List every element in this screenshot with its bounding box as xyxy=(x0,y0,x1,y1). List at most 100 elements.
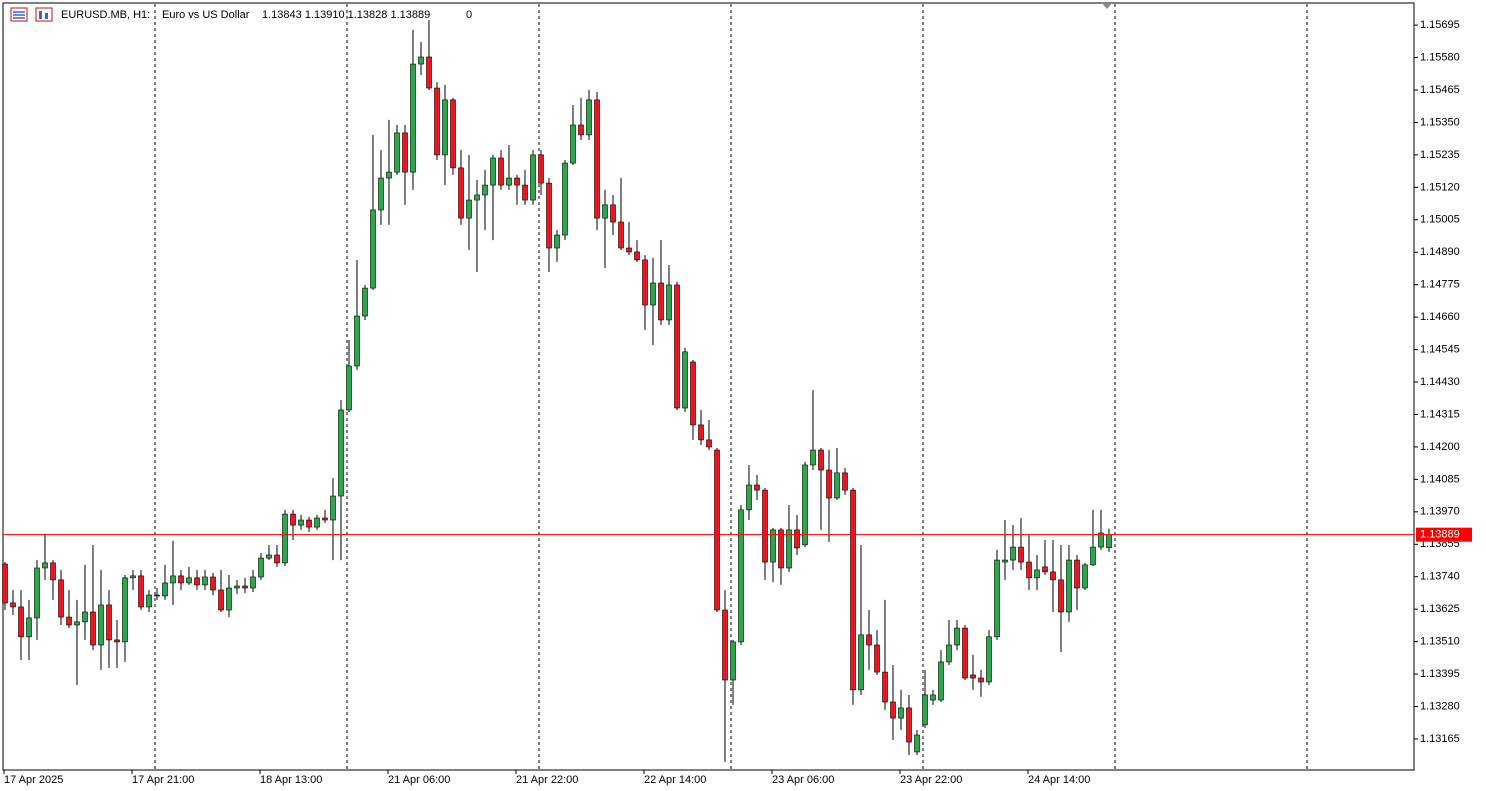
candle-body xyxy=(130,575,136,579)
candle-body xyxy=(954,627,960,646)
candle-body xyxy=(282,513,288,564)
x-tick-label: 24 Apr 14:00 xyxy=(1028,774,1090,786)
x-tick-label: 17 Apr 2025 xyxy=(4,774,63,786)
candle-body xyxy=(546,182,552,249)
candle-body xyxy=(74,621,80,626)
candle-body xyxy=(754,484,760,491)
candle-body xyxy=(346,365,352,411)
candle-body xyxy=(290,513,296,526)
y-tick-label: 1.14315 xyxy=(1420,408,1460,420)
candle-body xyxy=(1002,559,1008,563)
candle-body xyxy=(1082,564,1088,589)
y-tick-label: 1.13740 xyxy=(1420,571,1460,583)
candle-body xyxy=(666,284,672,321)
candle-body xyxy=(1066,559,1072,613)
candle-body xyxy=(890,701,896,719)
candle-body xyxy=(642,259,648,306)
y-tick-label: 1.15350 xyxy=(1420,116,1460,128)
quote: 1.13843 1.13910 1.13828 1.13889 xyxy=(262,9,430,21)
candle-body xyxy=(770,529,776,563)
candle-body xyxy=(522,184,528,201)
candle-body xyxy=(426,56,432,89)
candle-body xyxy=(962,627,968,679)
candle-body xyxy=(1090,546,1096,566)
x-tick-label: 23 Apr 22:00 xyxy=(900,774,962,786)
candle-body xyxy=(882,671,888,703)
candle-body xyxy=(58,579,64,618)
candle-body xyxy=(42,562,48,569)
candle-body xyxy=(970,674,976,679)
candle-body xyxy=(418,56,424,65)
candle-body xyxy=(762,489,768,563)
candle-body xyxy=(858,634,864,691)
candle-body xyxy=(322,517,328,521)
candle-body xyxy=(314,517,320,528)
candle-body xyxy=(514,177,520,186)
icon xyxy=(45,13,48,19)
y-tick-label: 1.15465 xyxy=(1420,84,1460,96)
candle-body xyxy=(690,361,696,426)
candle-body xyxy=(442,99,448,156)
candle-body xyxy=(906,707,912,743)
candle-body xyxy=(66,616,72,626)
candle-body xyxy=(674,284,680,409)
candle-body xyxy=(1034,569,1040,579)
candle-body xyxy=(274,554,280,564)
candle-body xyxy=(826,469,832,499)
candle-body xyxy=(402,132,408,173)
y-tick-label: 1.13625 xyxy=(1420,603,1460,615)
candle-body xyxy=(618,221,624,249)
candle-body xyxy=(138,575,144,608)
candle-body xyxy=(1042,566,1048,573)
candle-body xyxy=(50,562,56,581)
candle-body xyxy=(306,519,312,528)
candle-body xyxy=(602,204,608,219)
candle-body xyxy=(626,247,632,253)
candle-body xyxy=(842,472,848,491)
y-tick-label: 1.14200 xyxy=(1420,441,1460,453)
y-tick-label: 1.15005 xyxy=(1420,214,1460,226)
y-tick-label: 1.14430 xyxy=(1420,376,1460,388)
x-tick-label: 22 Apr 14:00 xyxy=(644,774,706,786)
candle-body xyxy=(698,424,704,441)
plot-frame xyxy=(2,2,1415,771)
candle-body xyxy=(250,576,256,589)
candle-body xyxy=(930,694,936,701)
y-tick-label: 1.15580 xyxy=(1420,51,1460,63)
candle-body xyxy=(498,157,504,186)
candle-body xyxy=(538,154,544,184)
bid-box xyxy=(1416,527,1472,542)
candle-body xyxy=(658,282,664,321)
candle-body xyxy=(338,409,344,497)
y-tick-label: 1.13395 xyxy=(1420,668,1460,680)
x-tick-label: 17 Apr 21:00 xyxy=(132,774,194,786)
y-tick-label: 1.14545 xyxy=(1420,343,1460,355)
candle-body xyxy=(1106,534,1112,548)
candle-body xyxy=(218,589,224,611)
candle-body xyxy=(154,594,160,597)
candle-body xyxy=(490,157,496,186)
x-tick-label: 18 Apr 13:00 xyxy=(260,774,322,786)
candle-body xyxy=(1058,579,1064,613)
candle-body xyxy=(386,171,392,179)
shift-marker xyxy=(1102,3,1112,9)
x-tick-label: 23 Apr 06:00 xyxy=(772,774,834,786)
y-tick-label: 1.13510 xyxy=(1420,636,1460,648)
candle-body xyxy=(170,575,176,584)
candle-body xyxy=(938,661,944,701)
candle-body xyxy=(106,604,112,641)
candle-body xyxy=(450,99,456,169)
chart-subtitle: Euro vs US Dollar xyxy=(162,9,250,21)
candle-body xyxy=(922,694,928,726)
x-tick-label: 21 Apr 06:00 xyxy=(388,774,450,786)
candle-body xyxy=(594,99,600,219)
x-tick-label: 21 Apr 22:00 xyxy=(516,774,578,786)
candle-body xyxy=(578,124,584,136)
candle-body xyxy=(354,315,360,367)
candle-body xyxy=(26,617,32,638)
bid-label: 1.13889 xyxy=(1420,529,1460,541)
candle-body xyxy=(378,177,384,211)
candle-body xyxy=(530,154,536,201)
candle-body xyxy=(746,484,752,511)
candle-body xyxy=(986,636,992,683)
